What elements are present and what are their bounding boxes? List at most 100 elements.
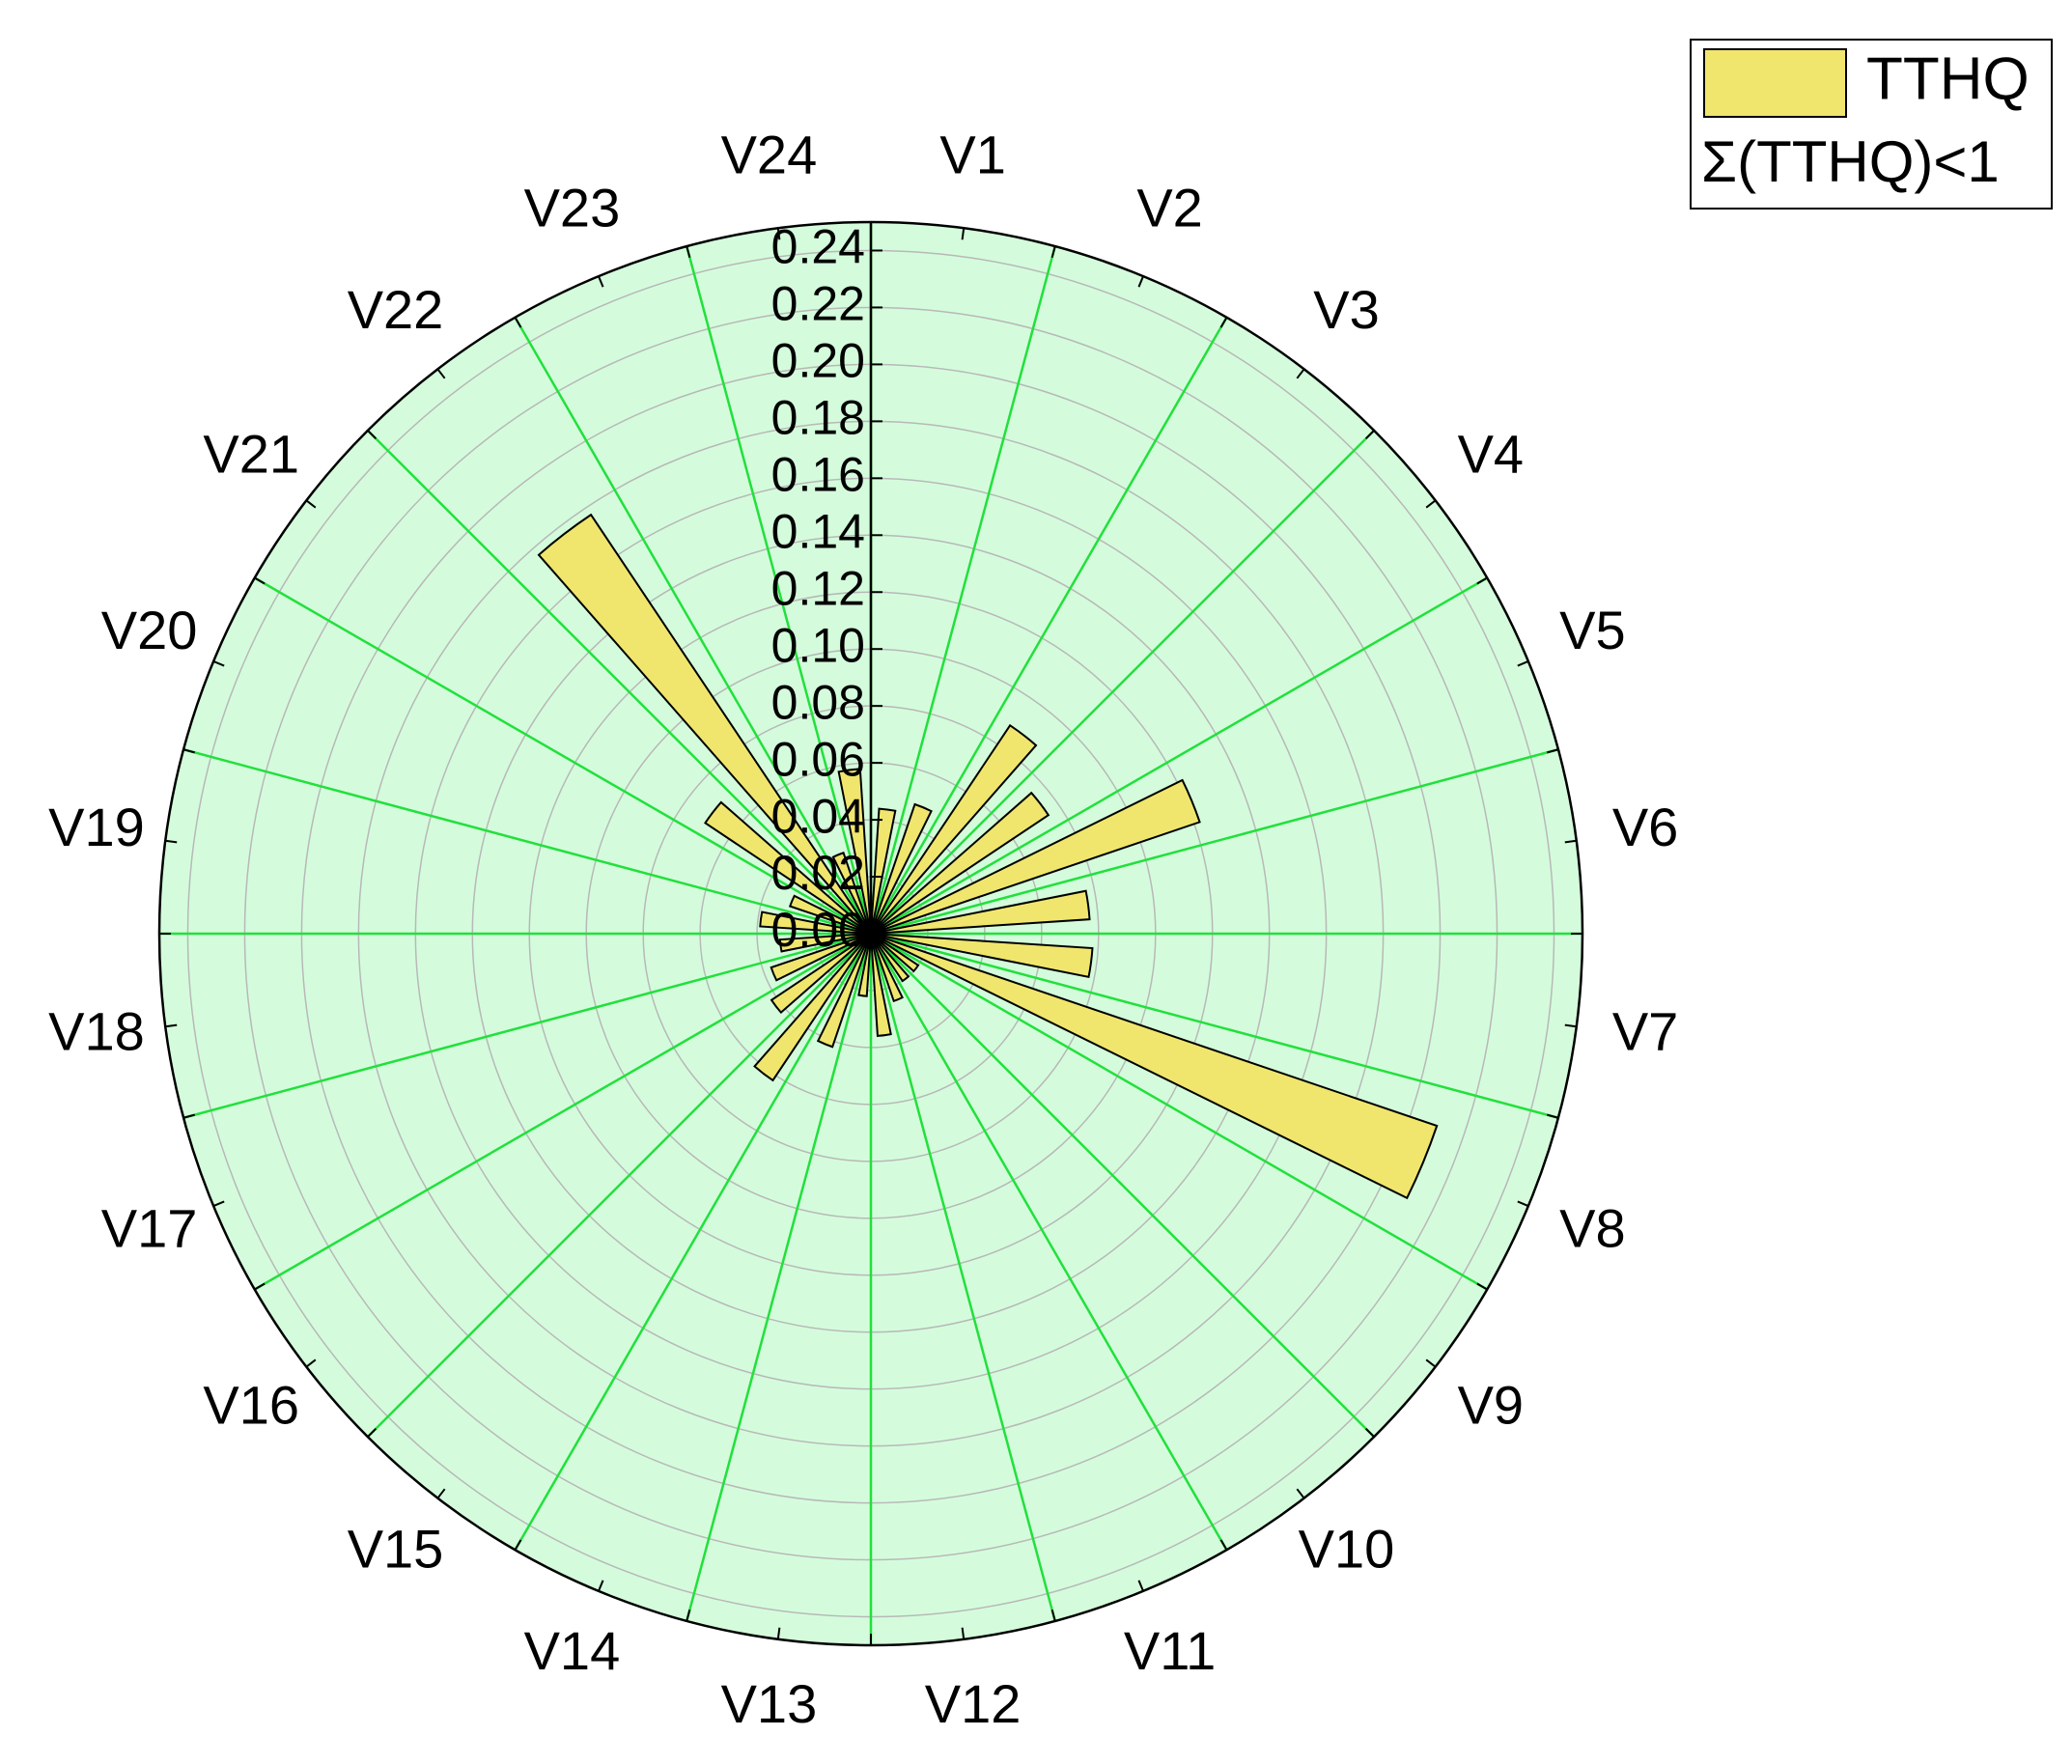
category-label: V19 <box>48 797 145 857</box>
category-label: V20 <box>101 600 198 660</box>
angular-tick <box>436 1488 446 1499</box>
angular-tick <box>1564 1023 1577 1028</box>
category-label: V5 <box>1559 600 1626 660</box>
bar <box>870 807 897 935</box>
radial-grid-line <box>686 245 873 935</box>
legend-swatch <box>1703 48 1847 118</box>
bar <box>753 933 872 1082</box>
radial-grid-line <box>182 932 872 1119</box>
radial-tick-label: 0.22 <box>771 277 865 331</box>
radial-grid-line <box>686 933 873 1622</box>
radial-grid-line <box>869 933 1056 1622</box>
angular-tick <box>254 1282 266 1291</box>
radial-tick-label: 0.14 <box>771 504 865 558</box>
bar <box>816 933 872 1049</box>
angular-tick <box>776 228 781 240</box>
angular-tick <box>1517 660 1529 667</box>
annotation: Σ(TTHQ)<1 <box>1701 129 2000 194</box>
angular-tick <box>686 245 691 258</box>
radial-grid-line <box>366 429 872 935</box>
bar <box>857 933 872 997</box>
radial-tick-label: 0.24 <box>771 220 865 274</box>
angular-tick <box>1476 1282 1488 1291</box>
angular-tick <box>212 660 225 667</box>
bar <box>870 778 1201 935</box>
angular-tick <box>1296 1488 1305 1499</box>
angular-tick <box>182 748 195 754</box>
category-label: V13 <box>721 1673 818 1734</box>
radial-tick-label: 0.08 <box>771 675 865 729</box>
category-label: V24 <box>721 125 818 185</box>
category-label: V14 <box>524 1620 621 1681</box>
radial-grid-line <box>870 429 1376 935</box>
category-label: V9 <box>1458 1374 1525 1435</box>
angular-tick <box>1547 748 1559 754</box>
angular-tick <box>1296 368 1305 379</box>
angular-tick <box>1219 317 1228 328</box>
category-label: V23 <box>524 177 621 238</box>
radial-tick-label: 0.02 <box>771 846 865 900</box>
angular-tick <box>367 430 378 440</box>
radial-grid-line <box>514 317 873 935</box>
bar <box>778 933 872 953</box>
bar <box>870 933 1094 979</box>
bar <box>870 933 904 1003</box>
radial-tick-label: 0.04 <box>771 789 865 843</box>
bar <box>870 791 1050 935</box>
category-label: V21 <box>203 423 299 484</box>
angular-tick <box>514 1539 522 1551</box>
angular-tick <box>776 1627 781 1639</box>
category-label: V15 <box>348 1519 444 1580</box>
radial-grid-line <box>254 576 872 936</box>
radial-grid-line <box>869 245 1056 935</box>
radial-grid-line <box>870 932 1559 1119</box>
angular-tick <box>598 275 604 288</box>
radial-grid-line <box>182 748 872 936</box>
angular-tick <box>367 1427 378 1438</box>
angular-tick <box>1050 245 1056 258</box>
bar <box>870 802 933 935</box>
bar <box>870 933 910 983</box>
category-label: V1 <box>939 125 1006 185</box>
category-label: V10 <box>1299 1519 1395 1580</box>
angular-tick <box>436 368 446 379</box>
angular-tick <box>1425 1358 1437 1368</box>
angular-tick <box>1425 499 1437 509</box>
angular-tick <box>1517 1200 1529 1207</box>
bar <box>788 894 872 935</box>
angular-tick <box>1050 1610 1056 1622</box>
category-label: V2 <box>1136 177 1203 238</box>
radial-grid-line <box>254 932 872 1291</box>
angular-tick <box>514 317 522 328</box>
radial-grid-line <box>366 933 872 1439</box>
angular-tick <box>254 576 266 585</box>
angular-tick <box>305 1358 317 1368</box>
angular-tick <box>1364 430 1375 440</box>
angular-tick <box>1137 1580 1144 1592</box>
radial-grid-line <box>514 933 873 1551</box>
bar <box>870 933 920 973</box>
radial-grid-line <box>870 932 1488 1291</box>
angular-tick <box>305 499 317 509</box>
radial-grid-line <box>870 933 1376 1439</box>
legend-label: TTHQ <box>1866 45 2030 112</box>
bar <box>537 513 872 935</box>
category-label: V18 <box>48 1000 145 1061</box>
category-label: V7 <box>1612 1000 1679 1061</box>
plot-area: V1 V2 V3 V4 V5 V6 V7 V8 V9 V10 V11 V12 V13 V14 V15 V16 V… <box>48 125 1678 1734</box>
bar <box>870 933 1439 1200</box>
radial-tick-label: 0.18 <box>771 391 865 445</box>
bar <box>770 933 872 982</box>
bar <box>759 910 872 935</box>
category-label: V12 <box>925 1673 1022 1734</box>
angular-tick <box>165 1023 178 1028</box>
bar <box>770 933 872 1015</box>
category-label: V17 <box>101 1197 198 1258</box>
bar <box>837 768 872 935</box>
angular-tick <box>961 228 966 240</box>
radial-grid-line <box>870 576 1488 936</box>
radial-tick-label: 0.16 <box>771 448 865 502</box>
radial-tick-label: 0.20 <box>771 334 865 388</box>
bar <box>704 800 872 935</box>
